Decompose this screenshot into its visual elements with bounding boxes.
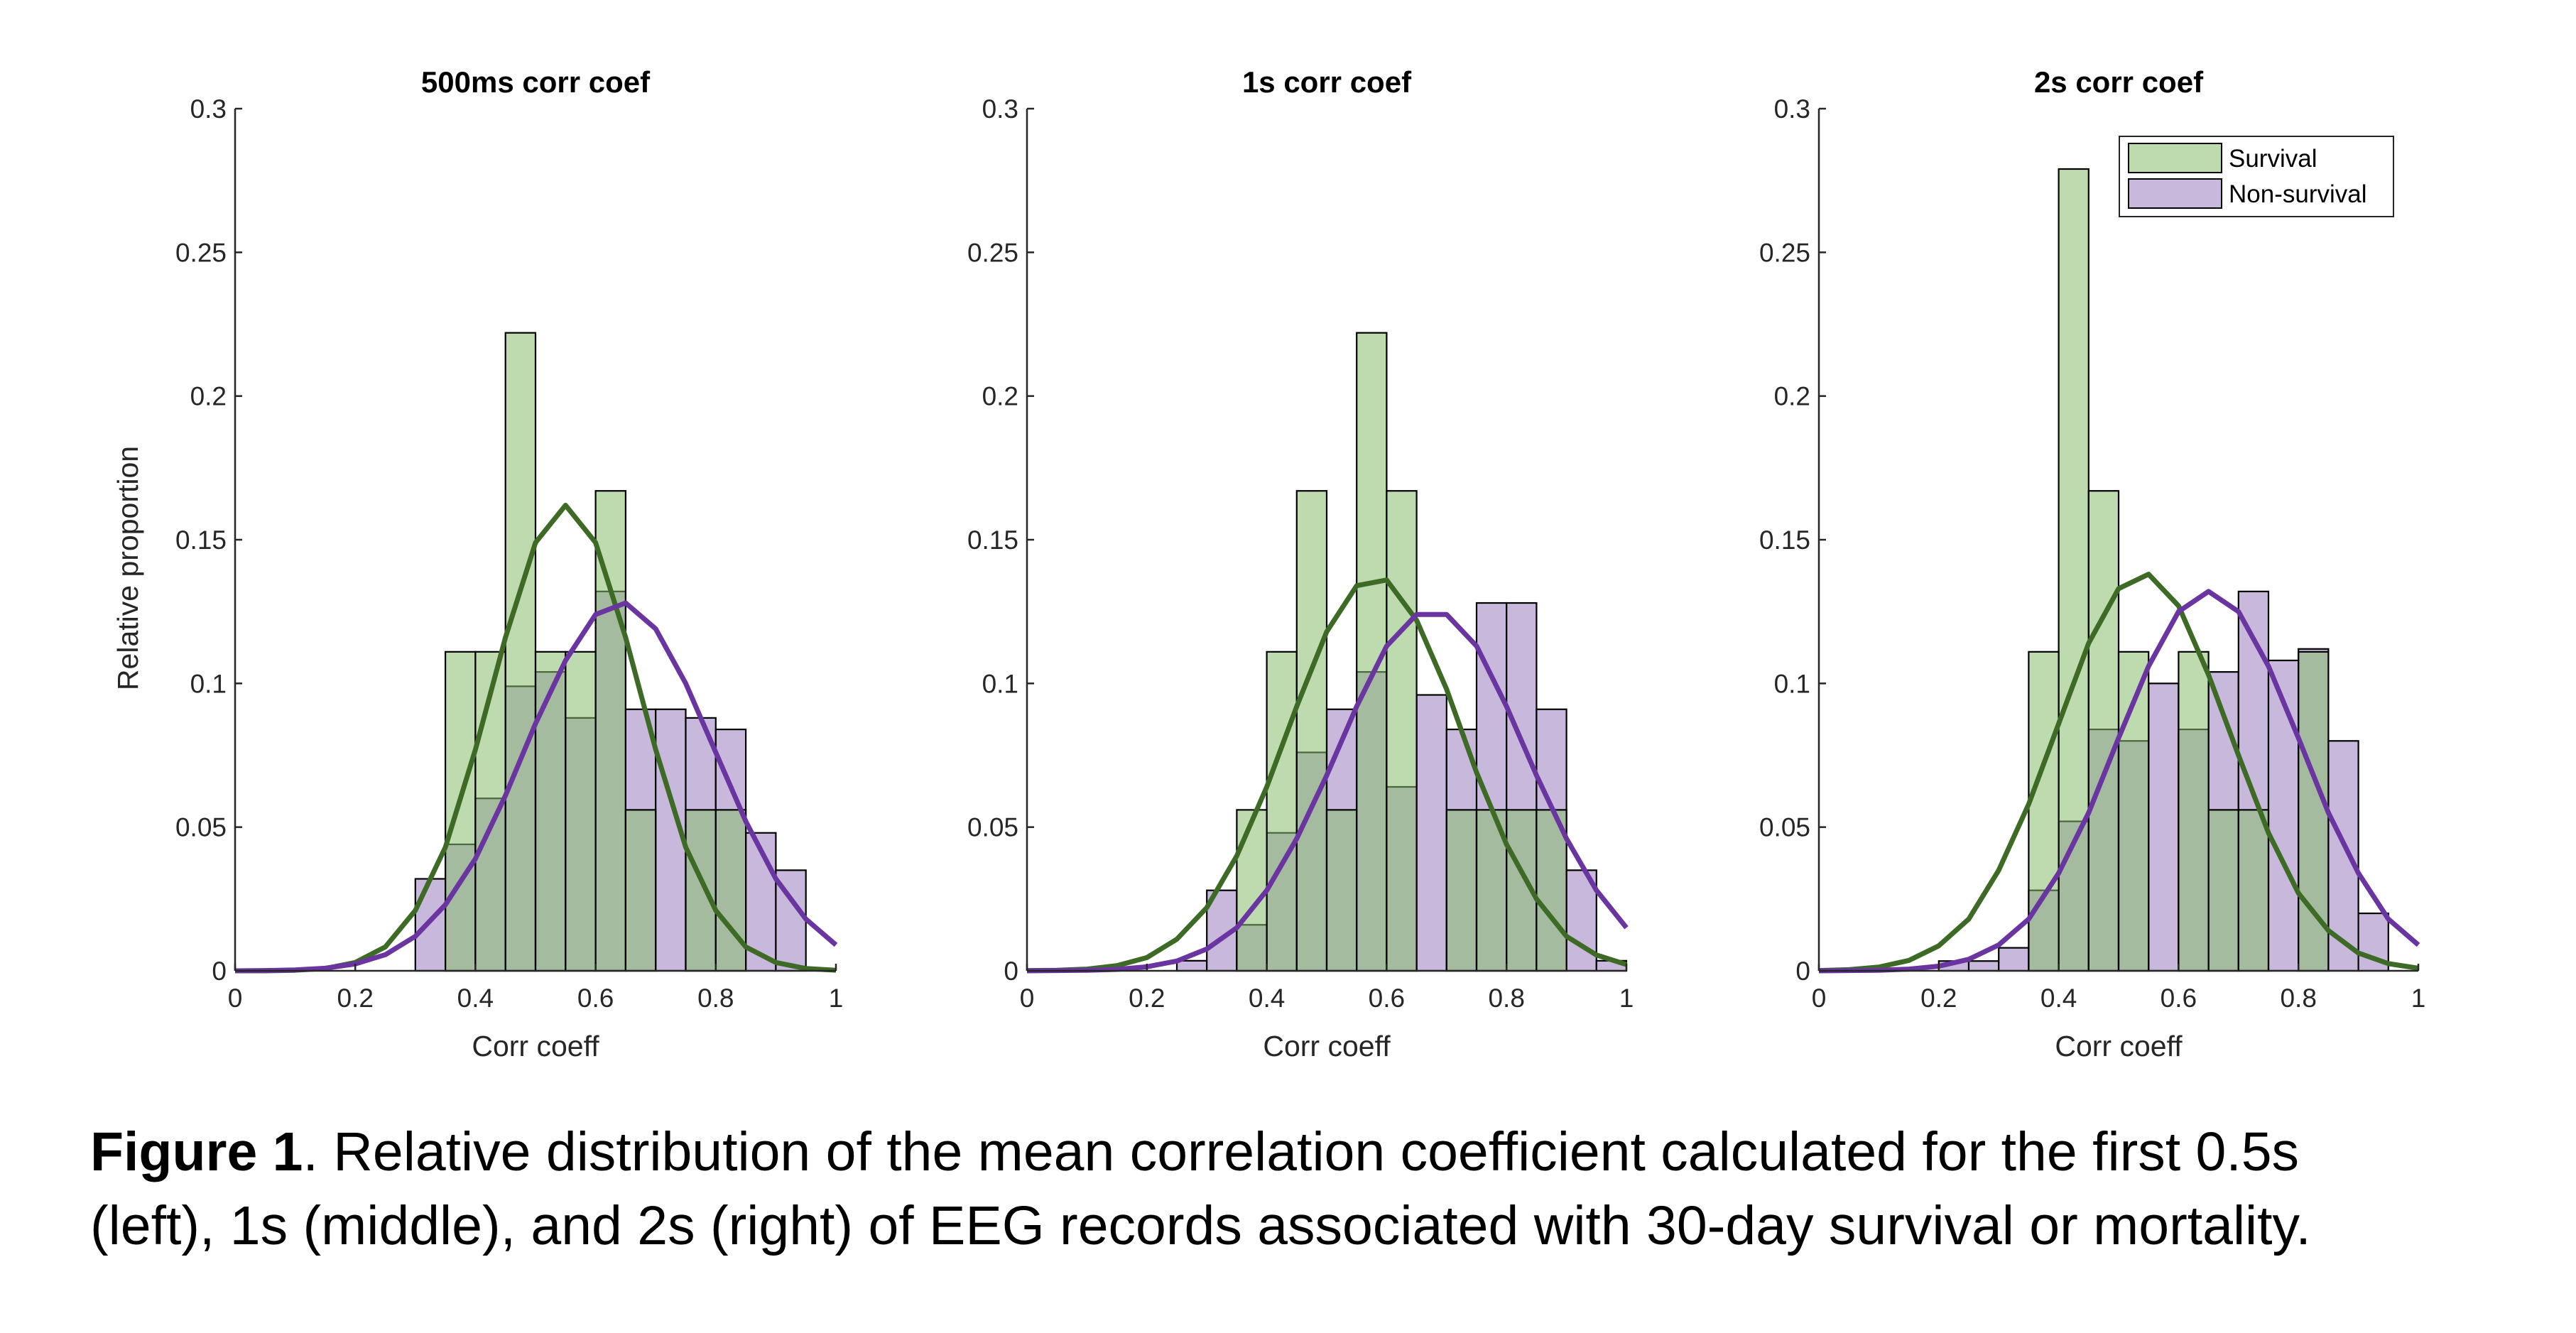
y-tick-label: 0.05: [1759, 813, 1810, 842]
survival-bar: [2207, 809, 2239, 972]
y-tick-label: 0.15: [1759, 526, 1810, 555]
x-tick-label: 0: [228, 984, 243, 1013]
survival-bar: [1386, 490, 1418, 972]
y-tick-label: 0.15: [175, 526, 227, 555]
x-tick-label: 0.4: [457, 984, 494, 1013]
survival-bar: [1445, 809, 1478, 972]
x-tick-label: 0: [1812, 984, 1827, 1013]
survival-bar: [1325, 809, 1358, 972]
y-axis-label: Relative proportion: [112, 446, 144, 690]
nonsurvival-bar: [1998, 947, 2030, 972]
x-tick-label: 0.2: [337, 984, 373, 1013]
legend: Survival Non-survival: [2119, 136, 2394, 217]
y-tick-label: 0.1: [190, 669, 227, 698]
legend-entry-label: Non-survival: [2229, 180, 2367, 208]
nonsurvival-bar: [1175, 959, 1208, 972]
survival-bar: [685, 809, 717, 972]
survival-bar: [714, 809, 747, 972]
x-axis-label: Corr coeff: [1263, 1030, 1391, 1062]
y-tick-label: 0.3: [982, 94, 1018, 124]
chart-panel-2: 0 0.05 0.1 0.15 0.2 0.25 0.3 0 0.2 0.4 0.6 0.8 1 1s c…: [967, 65, 1634, 1062]
y-tick-label: 0.1: [982, 669, 1018, 698]
y-tick-label: 0.15: [967, 526, 1018, 555]
nonsurvival-bar: [1415, 694, 1447, 972]
survival-bar: [1266, 651, 1298, 972]
legend-swatch-survival: [2128, 143, 2222, 173]
nonsurvival-bar: [2148, 682, 2180, 972]
y-tick-label: 0.2: [982, 382, 1018, 411]
y-tick-label: 0.1: [1774, 669, 1810, 698]
nonsurvival-bar: [414, 878, 447, 972]
survival-bar: [2058, 168, 2089, 972]
survival-bar: [2087, 490, 2120, 972]
x-axis-label: Corr coeff: [472, 1030, 599, 1062]
y-tick-label: 0.3: [190, 94, 227, 124]
y-tick-label: 0.3: [1774, 94, 1810, 124]
y-tick-label: 0.2: [190, 382, 227, 411]
x-tick-label: 1: [1619, 984, 1634, 1013]
x-tick-label: 0.6: [2161, 984, 2197, 1013]
x-axis-label: Corr coeff: [2055, 1030, 2183, 1062]
x-tick-label: 0.6: [1369, 984, 1405, 1013]
caption-line-1: . Relative distribution of the mean corr…: [303, 1121, 2300, 1182]
survival-bar: [444, 651, 477, 972]
survival-bar: [1536, 809, 1567, 972]
y-tick-label: 0: [1004, 957, 1018, 986]
chart-panel-3: 0 0.05 0.1 0.15 0.2 0.25 0.3 0 0.2 0.4 0.6 0.8 1 2s c…: [1759, 65, 2425, 1062]
y-tick-label: 0.25: [1759, 238, 1810, 267]
y-tick-label: 0.25: [967, 238, 1018, 267]
survival-bar: [565, 651, 597, 972]
nonsurvival-fit-curve: [1026, 611, 1629, 974]
caption-label: Figure 1: [90, 1121, 303, 1182]
x-tick-label: 0: [1020, 984, 1035, 1013]
x-tick-label: 0.8: [697, 984, 734, 1013]
nonsurvival-bar: [1967, 960, 2000, 972]
chart-title: 2s corr coef: [2034, 65, 2204, 99]
y-tick-label: 0.05: [175, 813, 227, 842]
survival-bar: [2237, 809, 2270, 972]
legend-swatch-nonsurvival: [2128, 178, 2222, 209]
survival-bar: [2028, 651, 2060, 972]
survival-bar: [2178, 651, 2210, 972]
survival-bar: [594, 490, 626, 972]
x-tick-label: 0.4: [1249, 984, 1285, 1013]
x-tick-label: 0.8: [1488, 984, 1524, 1013]
y-tick-label: 0.05: [967, 813, 1018, 842]
x-tick-label: 0.6: [577, 984, 614, 1013]
x-tick-label: 1: [829, 984, 844, 1013]
survival-bar: [624, 809, 657, 972]
chart-title: 1s corr coef: [1242, 65, 1412, 99]
y-tick-label: 0: [1795, 957, 1810, 986]
survival-bar: [534, 651, 567, 972]
survival-bar: [1295, 490, 1328, 972]
x-tick-label: 0.2: [1129, 984, 1165, 1013]
y-tick-label: 0.25: [175, 238, 227, 267]
survival-fit-curve: [1026, 577, 1628, 974]
y-tick-label: 0.2: [1774, 382, 1810, 411]
y-tick-label: 0: [212, 957, 227, 986]
survival-bar: [1236, 809, 1268, 972]
x-tick-label: 0.4: [2040, 984, 2077, 1013]
survival-bar: [504, 332, 537, 972]
chart-title: 500ms corr coef: [421, 65, 651, 99]
legend-entry-label: Survival: [2229, 145, 2317, 173]
chart-panel-1: 0 0.05 0.1 0.15 0.2 0.25 0.3 0 0.2 0.4 0.6 0.8 1 500m…: [112, 65, 843, 1062]
x-tick-label: 0.8: [2280, 984, 2316, 1013]
nonsurvival-fit-curve: [234, 600, 838, 974]
x-tick-label: 0.2: [1920, 984, 1957, 1013]
caption-line-2: (left), 1s (middle), and 2s (right) of E…: [90, 1195, 2311, 1256]
survival-fit-curve: [1818, 572, 2419, 974]
figure-caption: Figure 1. Relative distribution of the m…: [90, 1115, 2311, 1263]
x-tick-label: 1: [2411, 984, 2426, 1013]
nonsurvival-fit-curve: [1818, 589, 2420, 974]
